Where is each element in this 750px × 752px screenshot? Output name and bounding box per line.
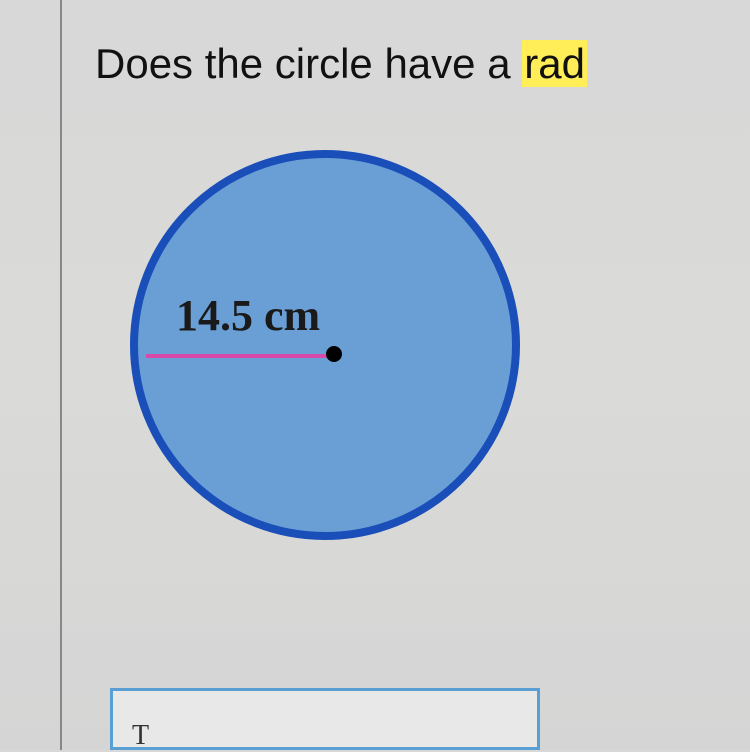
circle-shape: 14.5 cm [130, 150, 520, 540]
center-point-icon [326, 346, 342, 362]
radius-line [146, 354, 334, 358]
circle-diagram: 14.5 cm [130, 150, 520, 540]
answer-input[interactable] [110, 688, 540, 750]
content-border-line [60, 0, 62, 750]
question-highlighted-word: rad [522, 40, 587, 87]
question-text: Does the circle have a rad [95, 40, 587, 88]
text-cursor-icon: T [132, 720, 149, 752]
radius-measurement-label: 14.5 cm [176, 290, 320, 341]
question-prefix: Does the circle have a [95, 40, 522, 87]
